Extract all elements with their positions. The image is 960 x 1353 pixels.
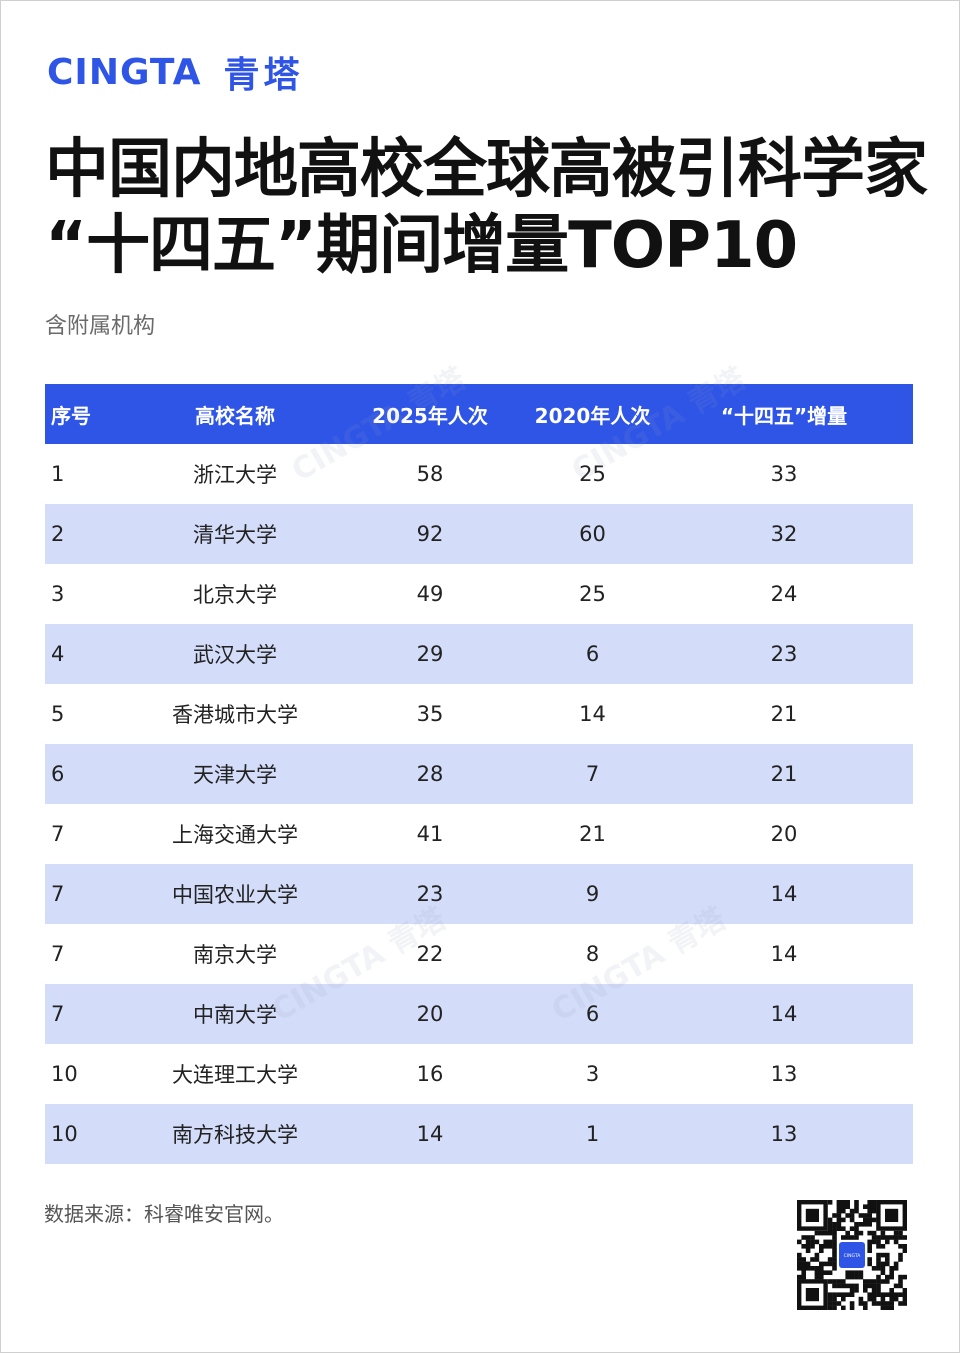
table-row: 10 大连理工大学 16 3 13: [45, 1044, 913, 1104]
cell-university: 浙江大学: [193, 463, 277, 487]
table-header-row: 序号 高校名称 2025年人次 2020年人次 “十四五”增量: [45, 384, 913, 444]
cell-2020: 6: [530, 624, 655, 684]
brand-logo: CINGTA 青塔: [47, 50, 304, 97]
ranking-table: 序号 高校名称 2025年人次 2020年人次 “十四五”增量 1 浙江大学 58 2…: [45, 384, 913, 1164]
cell-rank: 10: [45, 1104, 140, 1164]
table-row: 10 南方科技大学 14 1 13: [45, 1104, 913, 1164]
cell-increase: 23: [655, 624, 913, 684]
cell-increase: 14: [655, 864, 913, 924]
cell-university: 清华大学: [140, 504, 330, 564]
cell-university: 中国农业大学: [140, 864, 330, 924]
page-title: 中国内地高校全球高被引科学家 “十四五”期间增量TOP10: [45, 132, 928, 284]
table-row: 1 浙江大学 58 25 33: [45, 444, 913, 504]
cell-rank: 2: [45, 504, 140, 564]
cell-2020: 60: [530, 504, 655, 564]
cell-2025: 35: [416, 702, 444, 726]
header-2020: 2020年人次: [530, 384, 655, 444]
page-subtitle: 含附属机构: [45, 314, 156, 339]
table-row: 3 北京大学 49 25 24: [45, 564, 913, 624]
cell-rank: 5: [51, 702, 65, 726]
qr-center-label: CINGTA: [844, 1253, 862, 1259]
table-body: 1 浙江大学 58 25 33 2 清华大学 92 60 32 3 北京大学 49 25 24 4 武汉大学 29…: [45, 444, 913, 1164]
cell-2025: 29: [330, 624, 530, 684]
cell-rank: 7: [51, 822, 65, 846]
header-2025: 2025年人次: [330, 384, 530, 444]
cell-2025: 58: [416, 462, 444, 486]
cell-2020: 21: [579, 822, 606, 846]
cell-rank: 7: [45, 864, 140, 924]
cell-2025: 28: [330, 744, 530, 804]
cell-2020: 1: [530, 1104, 655, 1164]
header-university: 高校名称: [140, 384, 330, 444]
table-row: 4 武汉大学 29 6 23: [45, 624, 913, 684]
table-row: 7 南京大学 22 8 14: [45, 924, 913, 984]
cell-rank: 7: [45, 984, 140, 1044]
page-title-line2: “十四五”期间增量TOP10: [45, 209, 798, 283]
cell-2020: 25: [579, 462, 606, 486]
cell-2025: 49: [416, 582, 444, 606]
cell-increase: 21: [770, 702, 798, 726]
cell-2020: 3: [585, 1062, 600, 1086]
cell-rank: 1: [51, 462, 65, 486]
cell-2020: 8: [585, 942, 600, 966]
cell-university: 天津大学: [140, 744, 330, 804]
cell-increase: 24: [770, 582, 798, 606]
cell-2020: 7: [530, 744, 655, 804]
cell-rank: 4: [45, 624, 140, 684]
cell-increase: 20: [770, 822, 798, 846]
table-row: 7 上海交通大学 41 21 20: [45, 804, 913, 864]
cell-2025: 41: [416, 822, 444, 846]
cell-university: 南方科技大学: [140, 1104, 330, 1164]
qr-code-icon: CINGTA: [797, 1200, 907, 1310]
cell-increase: 32: [655, 504, 913, 564]
cell-university: 上海交通大学: [172, 823, 298, 847]
table-row: 2 清华大学 92 60 32: [45, 504, 913, 564]
brand-logo-en: CINGTA: [47, 51, 202, 93]
cell-university: 北京大学: [193, 583, 277, 607]
cell-increase: 14: [770, 942, 798, 966]
header-increase: “十四五”增量: [655, 384, 913, 444]
cell-2020: 25: [579, 582, 606, 606]
cell-2025: 92: [330, 504, 530, 564]
cell-2025: 20: [330, 984, 530, 1044]
cell-2025: 16: [416, 1062, 444, 1086]
table-row: 6 天津大学 28 7 21: [45, 744, 913, 804]
cell-2020: 14: [579, 702, 606, 726]
cell-university: 大连理工大学: [172, 1063, 298, 1087]
cell-rank: 10: [51, 1062, 78, 1086]
cell-increase: 13: [770, 1062, 798, 1086]
cell-university: 香港城市大学: [172, 703, 298, 727]
cell-2020: 6: [530, 984, 655, 1044]
table-row: 5 香港城市大学 35 14 21: [45, 684, 913, 744]
cell-increase: 13: [655, 1104, 913, 1164]
cell-2025: 22: [416, 942, 444, 966]
cell-university: 南京大学: [193, 943, 277, 967]
cell-increase: 21: [655, 744, 913, 804]
cell-2020: 9: [530, 864, 655, 924]
cell-2025: 14: [330, 1104, 530, 1164]
cell-university: 中南大学: [140, 984, 330, 1044]
cell-increase: 33: [770, 462, 798, 486]
brand-logo-cn: 青塔: [223, 55, 304, 96]
cell-rank: 7: [51, 942, 65, 966]
header-rank: 序号: [45, 384, 140, 444]
table-row: 7 中国农业大学 23 9 14: [45, 864, 913, 924]
table-row: 7 中南大学 20 6 14: [45, 984, 913, 1044]
cell-rank: 6: [45, 744, 140, 804]
data-source-note: 数据来源：科睿唯安官网。: [44, 1202, 284, 1226]
cell-university: 武汉大学: [140, 624, 330, 684]
cell-rank: 3: [51, 582, 65, 606]
page-title-line1: 中国内地高校全球高被引科学家: [45, 133, 928, 207]
cell-increase: 14: [655, 984, 913, 1044]
cell-2025: 23: [330, 864, 530, 924]
